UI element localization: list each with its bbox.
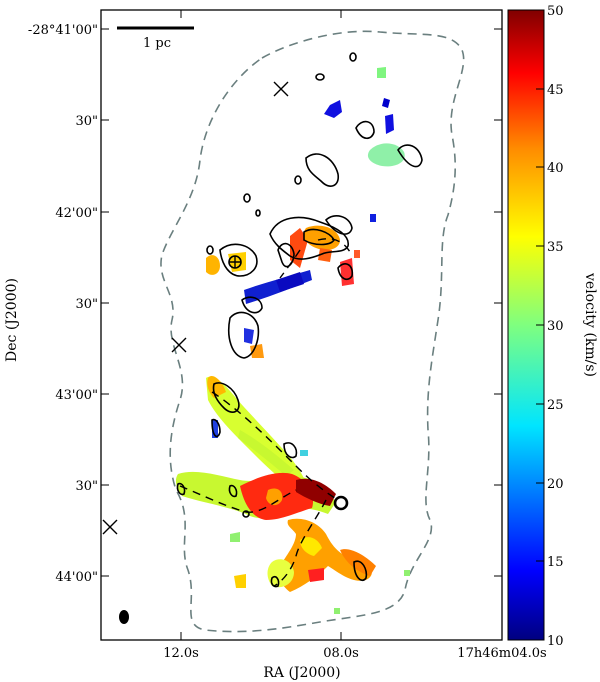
velocity-blob (206, 255, 220, 275)
velocity-blob (308, 568, 324, 582)
velocity-blob (250, 344, 264, 358)
velocity-blob (367, 143, 405, 167)
velocity-filament (238, 430, 294, 476)
velocity-blob (244, 328, 254, 344)
colorbar-tick-label: 45 (547, 83, 564, 98)
y-tick-label: 30" (75, 297, 98, 312)
velocity-blob (276, 272, 304, 292)
plot-frame (100, 9, 503, 641)
y-tick-label: 42'00" (55, 206, 98, 221)
y-tick-label: 30" (75, 479, 98, 494)
velocity-filament (296, 478, 336, 506)
filament-skeletons (179, 238, 351, 587)
colorbar-tick-label: 15 (547, 555, 564, 570)
colorbar-tick-label: 40 (547, 161, 564, 176)
x-marker (273, 81, 289, 97)
velocity-blob (230, 532, 240, 542)
velocity-blob (354, 250, 360, 258)
velocity-blob (382, 98, 390, 108)
velocity-blob (377, 67, 386, 78)
velocity-filament (300, 537, 322, 556)
y-tick-label: -28°41'00" (28, 23, 98, 38)
velocity-blob (300, 450, 308, 456)
x-tick-label: 08.0s (323, 646, 359, 661)
velocity-blob (370, 214, 376, 222)
x-tick-label: 12.0s (163, 646, 199, 661)
region-outline-contour (160, 30, 465, 633)
y-axis-label: Dec (J2000) (4, 278, 20, 362)
colorbar-label: velocity (km/s) (582, 272, 598, 377)
y-tick-label: 44'00" (55, 570, 98, 585)
velocity-blob (244, 270, 312, 304)
beam-ellipse (119, 610, 129, 624)
colorbar-tick-label: 25 (547, 398, 564, 413)
y-tick-label: 43'00" (55, 388, 98, 403)
velocity-blob (334, 608, 340, 614)
scale-bar-label: 1 pc (143, 36, 171, 51)
continuum-contours (176, 52, 423, 588)
y-tick-label: 30" (75, 114, 98, 129)
velocity-filament (278, 518, 372, 592)
colorbar-tick-label: 35 (547, 240, 564, 255)
velocity-blob (385, 114, 394, 134)
velocity-filament (206, 376, 306, 486)
colorbar-tick-label: 10 (547, 634, 564, 649)
velocity-blob (234, 574, 246, 588)
velocity-blob (324, 100, 342, 118)
axis-ticks (101, 10, 502, 640)
colorbar-tick-label: 30 (547, 319, 564, 334)
colorbar-tick-label: 50 (547, 4, 564, 19)
x-marker (171, 337, 187, 353)
velocity-blob (404, 570, 410, 576)
x-tick-label: 17h46m04.0s (457, 646, 546, 661)
velocity-filament (267, 559, 294, 588)
velocity-filament (340, 549, 376, 576)
colorbar-tick-label: 20 (547, 477, 564, 492)
x-axis-label: RA (J2000) (263, 665, 340, 681)
colorbar-ticks (536, 88, 544, 562)
x-marker (102, 519, 118, 535)
map-area (102, 26, 465, 633)
